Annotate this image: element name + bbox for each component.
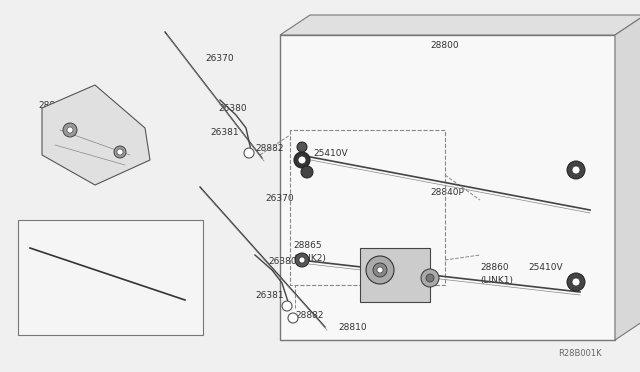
Circle shape (67, 127, 73, 133)
Text: 28840P: 28840P (430, 187, 464, 196)
Text: 28800: 28800 (430, 41, 459, 49)
Circle shape (366, 256, 394, 284)
Text: WIPER BLADE REFILLS: WIPER BLADE REFILLS (33, 315, 127, 324)
Text: 28836: 28836 (38, 100, 67, 109)
Text: 26381: 26381 (210, 128, 239, 137)
Text: 28865: 28865 (293, 241, 322, 250)
Polygon shape (42, 85, 150, 185)
Text: 26380: 26380 (268, 257, 296, 266)
Text: 26380: 26380 (218, 103, 246, 112)
Text: 28810: 28810 (338, 324, 367, 333)
Polygon shape (360, 248, 430, 302)
Circle shape (63, 123, 77, 137)
Polygon shape (280, 15, 640, 35)
Text: R28B001K: R28B001K (558, 349, 602, 357)
FancyBboxPatch shape (18, 220, 203, 335)
Circle shape (426, 274, 434, 282)
Text: 28882: 28882 (295, 311, 323, 320)
Circle shape (298, 156, 306, 164)
Text: 25410V: 25410V (313, 148, 348, 157)
Circle shape (572, 278, 580, 286)
FancyBboxPatch shape (280, 35, 615, 340)
Circle shape (421, 269, 439, 287)
Text: 26370: 26370 (205, 54, 234, 62)
Circle shape (299, 257, 305, 263)
Circle shape (297, 142, 307, 152)
Circle shape (301, 166, 313, 178)
Circle shape (288, 313, 298, 323)
Circle shape (114, 146, 126, 158)
Circle shape (295, 253, 309, 267)
Text: 28882: 28882 (255, 144, 284, 153)
Text: 25410V: 25410V (528, 263, 563, 273)
Circle shape (244, 148, 254, 158)
Circle shape (294, 152, 310, 168)
Text: 28860: 28860 (480, 263, 509, 273)
Text: (LINK1): (LINK1) (480, 276, 513, 285)
Text: (LINK2): (LINK2) (293, 253, 326, 263)
Circle shape (567, 161, 585, 179)
Text: 26370: 26370 (265, 193, 294, 202)
Circle shape (377, 267, 383, 273)
Circle shape (373, 263, 387, 277)
Text: 26381: 26381 (255, 291, 284, 299)
Circle shape (572, 166, 580, 174)
Circle shape (117, 149, 123, 155)
Circle shape (282, 301, 292, 311)
Circle shape (567, 273, 585, 291)
Polygon shape (615, 15, 640, 340)
Text: 26373M: 26373M (65, 270, 101, 279)
